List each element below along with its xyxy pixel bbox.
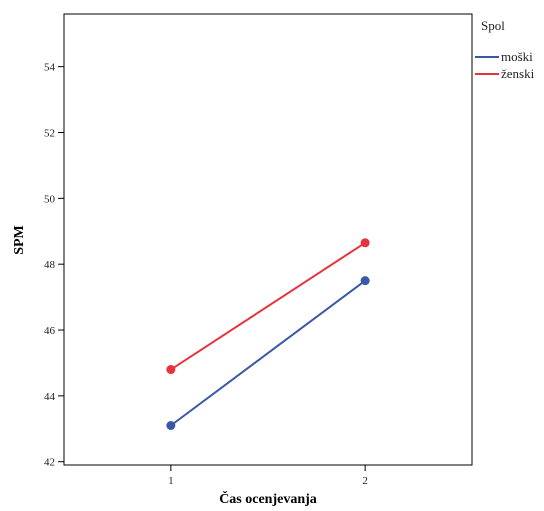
y-axis: 42 44 46 48 50 52 54 — [44, 62, 64, 469]
y-tick-label: 46 — [44, 325, 56, 337]
x-axis-title: Čas ocenjevanja — [219, 490, 317, 507]
plot-area — [63, 13, 473, 466]
series-layer — [166, 238, 370, 430]
y-axis-title: SPM — [12, 225, 27, 255]
x-tick-label: 1 — [168, 475, 174, 487]
y-tick-label: 50 — [44, 193, 56, 205]
series-line-zenski — [170, 241, 366, 371]
y-tick-label: 48 — [44, 259, 56, 271]
legend-label-zenski: ženski — [501, 66, 535, 81]
legend-title: Spol — [481, 18, 505, 33]
legend-label-moski: moški — [501, 49, 533, 64]
x-tick-label: 2 — [362, 475, 368, 487]
data-point-moski — [360, 276, 370, 286]
y-tick-label: 52 — [44, 128, 55, 140]
data-point-zenski — [166, 365, 176, 375]
data-point-moski — [166, 420, 176, 430]
legend: Spol moški ženski — [475, 18, 535, 81]
series-line-moski — [170, 279, 366, 427]
y-tick-label: 54 — [44, 62, 56, 74]
y-tick-label: 44 — [44, 391, 56, 403]
data-point-zenski — [360, 238, 370, 248]
y-tick-label: 42 — [44, 457, 55, 469]
